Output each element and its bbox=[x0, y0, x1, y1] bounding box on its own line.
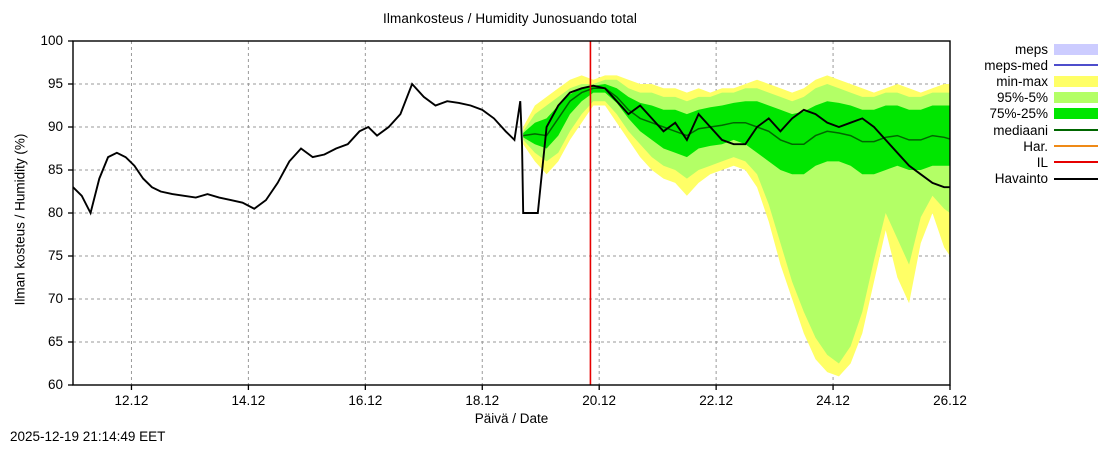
legend-label: Havainto bbox=[994, 171, 1048, 187]
legend-swatch-line bbox=[1054, 157, 1098, 168]
timestamp-label: 2025-12-19 21:14:49 EET bbox=[10, 429, 166, 444]
band-75-25- bbox=[523, 84, 950, 175]
x-tick-label: 14.12 bbox=[231, 393, 266, 408]
legend-item-havainto: Havainto bbox=[962, 171, 1098, 187]
legend-swatch-band bbox=[1054, 43, 1098, 55]
legend-item-75-25-: 75%-25% bbox=[962, 106, 1098, 122]
x-tick-label: 12.12 bbox=[114, 393, 149, 408]
y-tick-label: 65 bbox=[47, 334, 63, 349]
legend-item-min-max: min-max bbox=[962, 73, 1098, 89]
x-tick-label: 24.12 bbox=[816, 393, 850, 408]
y-tick-label: 100 bbox=[40, 33, 63, 48]
legend-label: meps bbox=[1014, 41, 1048, 57]
legend-swatch-band bbox=[1054, 92, 1098, 104]
legend-item-meps-med: meps-med bbox=[962, 57, 1098, 73]
x-tick-label: 16.12 bbox=[348, 393, 383, 408]
legend-label: mediaani bbox=[993, 122, 1048, 138]
x-tick-label: 26.12 bbox=[933, 393, 967, 408]
y-tick-label: 95 bbox=[47, 76, 63, 91]
legend-item-mediaani: mediaani bbox=[962, 122, 1098, 138]
legend-swatch-line bbox=[1054, 141, 1098, 152]
legend-swatch-band bbox=[1054, 108, 1098, 120]
y-tick-label: 75 bbox=[47, 248, 63, 263]
y-tick-label: 70 bbox=[47, 291, 63, 306]
x-tick-label: 22.12 bbox=[699, 393, 734, 408]
legend-label: 75%-25% bbox=[989, 106, 1048, 122]
line-havainto bbox=[73, 82, 950, 216]
legend-label: IL bbox=[1036, 154, 1048, 170]
legend-swatch-line bbox=[1054, 60, 1098, 71]
legend-label: 95%-5% bbox=[996, 90, 1048, 106]
x-axis-label: Päivä / Date bbox=[474, 411, 549, 426]
x-tick-label: 18.12 bbox=[465, 393, 500, 408]
legend-item-meps: meps bbox=[962, 41, 1098, 57]
legend-swatch-band bbox=[1054, 75, 1098, 87]
y-tick-label: 80 bbox=[47, 205, 63, 220]
legend-item-95-5-: 95%-5% bbox=[962, 90, 1098, 106]
y-tick-label: 60 bbox=[47, 377, 63, 392]
legend-swatch-line bbox=[1054, 173, 1098, 184]
y-tick-label: 90 bbox=[47, 119, 63, 134]
legend-swatch-line bbox=[1054, 125, 1098, 136]
legend-label: meps-med bbox=[984, 57, 1048, 73]
page-title: Ilmankosteus / Humidity Junosuando total bbox=[383, 11, 637, 26]
legend-item-il: IL bbox=[962, 154, 1098, 170]
y-tick-label: 85 bbox=[47, 162, 63, 177]
legend-item-har-: Har. bbox=[962, 138, 1098, 154]
legend-label: min-max bbox=[996, 73, 1048, 89]
chart-legend: meps meps-med min-max 95%-5% 75%-25% mediaani… bbox=[962, 41, 1098, 187]
x-tick-label: 20.12 bbox=[582, 393, 617, 408]
legend-label: Har. bbox=[1023, 138, 1048, 154]
